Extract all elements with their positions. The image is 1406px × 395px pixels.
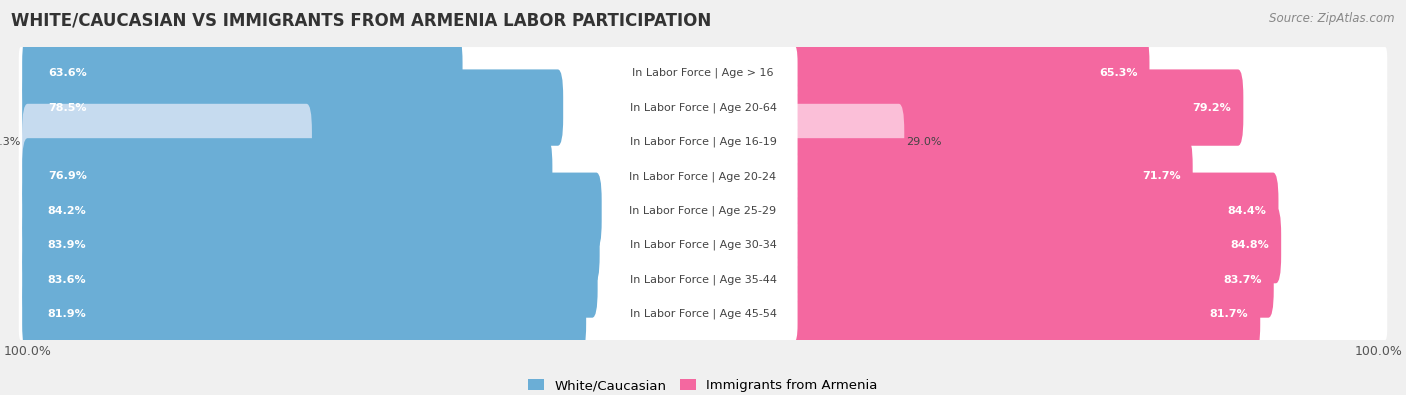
FancyBboxPatch shape: [609, 80, 797, 135]
FancyBboxPatch shape: [609, 114, 797, 170]
FancyBboxPatch shape: [18, 253, 1388, 306]
Text: In Labor Force | Age 30-34: In Labor Force | Age 30-34: [630, 240, 776, 250]
FancyBboxPatch shape: [609, 45, 797, 101]
FancyBboxPatch shape: [22, 138, 553, 214]
Text: 81.9%: 81.9%: [48, 309, 87, 319]
FancyBboxPatch shape: [18, 116, 1388, 168]
FancyBboxPatch shape: [18, 219, 1388, 271]
FancyBboxPatch shape: [609, 183, 797, 239]
Text: 84.8%: 84.8%: [1230, 240, 1270, 250]
FancyBboxPatch shape: [18, 81, 1388, 134]
FancyBboxPatch shape: [697, 138, 1192, 214]
FancyBboxPatch shape: [22, 70, 564, 146]
Text: 29.0%: 29.0%: [905, 137, 941, 147]
FancyBboxPatch shape: [697, 35, 1150, 111]
FancyBboxPatch shape: [22, 241, 598, 318]
Legend: White/Caucasian, Immigrants from Armenia: White/Caucasian, Immigrants from Armenia: [523, 374, 883, 395]
FancyBboxPatch shape: [22, 207, 599, 283]
FancyBboxPatch shape: [697, 70, 1243, 146]
Text: Source: ZipAtlas.com: Source: ZipAtlas.com: [1270, 12, 1395, 25]
Text: In Labor Force | Age > 16: In Labor Force | Age > 16: [633, 68, 773, 79]
FancyBboxPatch shape: [697, 173, 1278, 249]
Text: 78.5%: 78.5%: [48, 103, 86, 113]
Text: 76.9%: 76.9%: [48, 171, 87, 181]
Text: In Labor Force | Age 20-64: In Labor Force | Age 20-64: [630, 102, 776, 113]
FancyBboxPatch shape: [609, 252, 797, 307]
Text: In Labor Force | Age 20-24: In Labor Force | Age 20-24: [630, 171, 776, 182]
FancyBboxPatch shape: [697, 276, 1260, 352]
Text: 84.2%: 84.2%: [48, 206, 87, 216]
FancyBboxPatch shape: [18, 288, 1388, 340]
FancyBboxPatch shape: [609, 149, 797, 204]
FancyBboxPatch shape: [609, 286, 797, 342]
Text: 84.4%: 84.4%: [1227, 206, 1267, 216]
Text: 83.7%: 83.7%: [1223, 275, 1261, 284]
Text: 41.3%: 41.3%: [0, 137, 21, 147]
FancyBboxPatch shape: [18, 47, 1388, 99]
FancyBboxPatch shape: [697, 241, 1274, 318]
Text: 79.2%: 79.2%: [1192, 103, 1232, 113]
Text: In Labor Force | Age 35-44: In Labor Force | Age 35-44: [630, 274, 776, 285]
FancyBboxPatch shape: [697, 207, 1281, 283]
FancyBboxPatch shape: [22, 35, 463, 111]
FancyBboxPatch shape: [22, 104, 312, 180]
Text: In Labor Force | Age 25-29: In Labor Force | Age 25-29: [630, 205, 776, 216]
Text: 83.6%: 83.6%: [48, 275, 86, 284]
FancyBboxPatch shape: [697, 104, 904, 180]
FancyBboxPatch shape: [22, 173, 602, 249]
Text: 65.3%: 65.3%: [1099, 68, 1137, 78]
Text: 63.6%: 63.6%: [48, 68, 87, 78]
Text: 83.9%: 83.9%: [48, 240, 86, 250]
Text: 71.7%: 71.7%: [1142, 171, 1181, 181]
Text: 81.7%: 81.7%: [1209, 309, 1249, 319]
Text: WHITE/CAUCASIAN VS IMMIGRANTS FROM ARMENIA LABOR PARTICIPATION: WHITE/CAUCASIAN VS IMMIGRANTS FROM ARMEN…: [11, 12, 711, 30]
FancyBboxPatch shape: [22, 276, 586, 352]
FancyBboxPatch shape: [609, 217, 797, 273]
Text: In Labor Force | Age 16-19: In Labor Force | Age 16-19: [630, 137, 776, 147]
Text: In Labor Force | Age 45-54: In Labor Force | Age 45-54: [630, 308, 776, 319]
FancyBboxPatch shape: [18, 150, 1388, 203]
FancyBboxPatch shape: [18, 184, 1388, 237]
